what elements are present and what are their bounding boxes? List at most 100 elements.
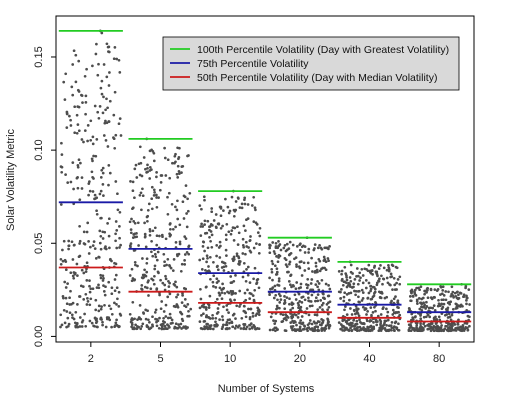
data-point xyxy=(367,327,370,331)
data-point xyxy=(278,243,282,246)
data-point xyxy=(232,255,236,259)
data-point xyxy=(432,329,436,333)
data-point xyxy=(383,321,386,325)
data-point xyxy=(155,258,159,262)
data-point xyxy=(133,196,136,200)
data-point xyxy=(327,294,331,298)
data-point xyxy=(288,302,291,306)
data-point xyxy=(159,278,162,282)
data-point xyxy=(174,322,178,326)
data-point xyxy=(167,285,171,288)
data-point xyxy=(390,299,393,303)
y-tick-label: 0.15 xyxy=(33,46,45,67)
data-point xyxy=(155,193,158,197)
data-point xyxy=(158,188,162,192)
data-point xyxy=(372,266,376,269)
data-point xyxy=(255,278,259,282)
data-point xyxy=(383,296,387,300)
data-point xyxy=(444,298,448,302)
data-point xyxy=(78,198,82,202)
data-point xyxy=(390,321,394,324)
data-point xyxy=(394,295,397,298)
data-point xyxy=(467,288,471,291)
data-point xyxy=(232,279,236,283)
data-point xyxy=(349,279,353,283)
data-point xyxy=(68,311,72,315)
data-point xyxy=(72,187,75,191)
data-point xyxy=(298,300,302,303)
data-point xyxy=(318,306,322,309)
data-point xyxy=(103,121,107,125)
data-point xyxy=(168,292,172,296)
data-point xyxy=(307,313,311,317)
data-point xyxy=(129,242,133,245)
data-point xyxy=(99,86,103,90)
data-point xyxy=(345,278,349,282)
data-point xyxy=(243,291,247,295)
data-point xyxy=(220,297,224,301)
data-point xyxy=(201,257,205,261)
data-point xyxy=(80,268,84,272)
data-point xyxy=(287,280,291,283)
data-point xyxy=(78,242,81,245)
data-point xyxy=(391,313,395,316)
data-point xyxy=(353,278,357,281)
data-point xyxy=(437,325,440,329)
data-point xyxy=(64,296,68,300)
data-point xyxy=(164,274,167,278)
data-point xyxy=(433,288,437,291)
data-point xyxy=(355,319,359,323)
data-point xyxy=(352,308,356,312)
data-point xyxy=(310,322,314,326)
data-point xyxy=(276,260,280,264)
data-point xyxy=(429,329,433,333)
data-point xyxy=(164,303,168,307)
data-point xyxy=(243,202,247,206)
data-point xyxy=(161,281,165,285)
data-point xyxy=(360,299,364,302)
data-point xyxy=(145,286,149,290)
data-point xyxy=(298,325,302,329)
data-point xyxy=(102,277,105,280)
data-point xyxy=(434,322,438,325)
y-axis: 0.00 0.05 0.10 0.15 xyxy=(33,46,56,347)
data-point xyxy=(305,286,309,290)
data-point xyxy=(114,220,118,223)
data-point xyxy=(226,290,229,294)
data-point xyxy=(380,325,383,328)
data-point xyxy=(85,230,89,234)
data-point xyxy=(200,314,203,317)
data-point xyxy=(305,307,309,310)
data-point xyxy=(252,195,256,199)
data-point xyxy=(188,191,192,195)
data-point xyxy=(274,241,278,245)
data-point xyxy=(141,187,144,191)
data-point xyxy=(312,328,315,332)
data-point xyxy=(277,279,281,283)
data-point xyxy=(145,270,149,274)
data-point xyxy=(257,251,261,255)
data-point xyxy=(79,284,83,288)
data-point xyxy=(386,281,390,285)
data-point xyxy=(116,208,120,212)
data-point xyxy=(437,315,441,319)
data-point xyxy=(245,268,248,271)
data-point xyxy=(108,318,112,322)
data-point xyxy=(91,142,95,146)
data-point xyxy=(365,268,368,271)
data-point xyxy=(356,312,360,315)
data-point xyxy=(382,306,385,309)
data-point xyxy=(183,298,187,301)
data-point xyxy=(321,320,325,324)
data-point xyxy=(297,286,301,290)
data-point xyxy=(386,310,390,314)
data-point xyxy=(60,153,64,156)
data-point xyxy=(324,327,328,331)
data-point xyxy=(225,308,229,312)
data-point xyxy=(289,274,292,278)
data-point xyxy=(212,260,215,264)
data-point xyxy=(274,273,278,276)
data-point xyxy=(269,244,272,247)
data-point xyxy=(71,258,75,261)
data-point xyxy=(71,161,75,164)
